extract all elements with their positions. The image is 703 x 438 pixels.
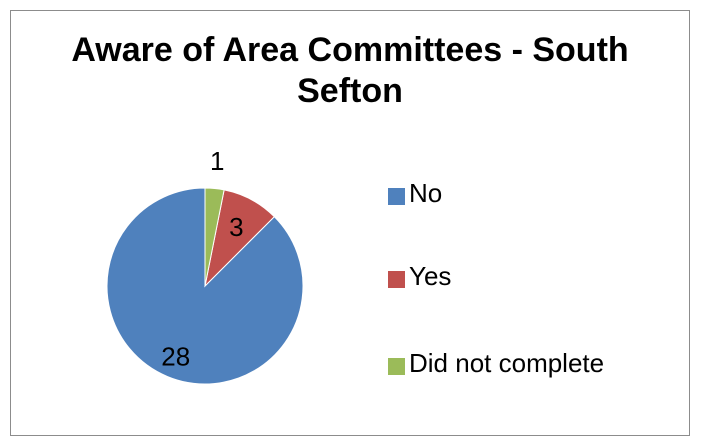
pie-chart: 28 3 1 <box>106 146 304 385</box>
legend-label-did-not-complete: Did not complete <box>409 348 605 378</box>
data-label-no: 28 <box>161 342 190 372</box>
chart-title: Aware of Area Committees - South Sefton <box>11 30 689 112</box>
data-label-did-not-complete: 1 <box>210 146 224 176</box>
legend-label-no: No <box>409 178 443 208</box>
pie-slice-did-not-complete <box>204 187 225 287</box>
data-label-yes: 3 <box>229 212 243 242</box>
chart-title-line-1: Aware of Area Committees - South <box>71 31 629 69</box>
legend-swatch-did-not-complete <box>388 358 405 375</box>
chart-title-line-2: Sefton <box>297 72 403 110</box>
chart-area: Aware of Area Committees - South Sefton … <box>10 10 690 436</box>
legend-label-yes: Yes <box>409 261 452 291</box>
legend-swatch-yes <box>388 271 405 288</box>
legend-swatch-no <box>388 188 405 205</box>
